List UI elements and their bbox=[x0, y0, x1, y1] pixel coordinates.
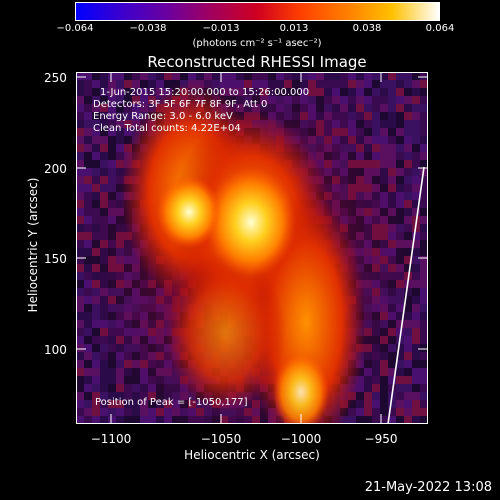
y-axis-label: Heliocentric Y (arcsec) bbox=[26, 177, 40, 313]
x-axis-label: Heliocentric X (arcsec) bbox=[184, 448, 320, 462]
x-tick-label: −1000 bbox=[280, 432, 322, 446]
y-tick-label: 150 bbox=[44, 252, 67, 266]
colorbar bbox=[75, 2, 440, 21]
peak-position-text: Position of Peak = [-1050,177] bbox=[95, 397, 248, 408]
y-tick-label: 200 bbox=[44, 162, 67, 176]
x-tick-label: −1050 bbox=[200, 432, 242, 446]
timestamp: 21-May-2022 13:08 bbox=[364, 480, 492, 495]
colorbar-tick: 0.038 bbox=[352, 23, 382, 34]
time-range-text: 1-Jun-2015 15:20:00.000 to 15:26:00.000 bbox=[100, 87, 310, 98]
solar-limb bbox=[387, 166, 425, 424]
colorbar-tick: 0.064 bbox=[425, 23, 455, 34]
colorbar-tick: −0.064 bbox=[56, 23, 94, 34]
energy-range-text: Energy Range: 3.0 - 6.0 keV bbox=[93, 111, 233, 122]
colorbar-tick: −0.038 bbox=[129, 23, 167, 34]
rhessi-image bbox=[76, 72, 428, 424]
image-title: Reconstructed RHESSI Image bbox=[147, 53, 367, 71]
y-tick-label: 250 bbox=[44, 71, 67, 85]
x-tick-label: −950 bbox=[364, 432, 398, 446]
detectors-text: Detectors: 3F 5F 6F 7F 8F 9F, Att 0 bbox=[93, 99, 268, 110]
colorbar-tick: 0.013 bbox=[279, 23, 309, 34]
colorbar-tick: −0.013 bbox=[202, 23, 240, 34]
colorbar-unit: (photons cm⁻² s⁻¹ asec⁻²) bbox=[192, 38, 322, 49]
clean-counts-text: Clean Total counts: 4.22E+04 bbox=[93, 123, 241, 134]
x-tick-label: −1100 bbox=[90, 432, 132, 446]
y-tick-label: 100 bbox=[44, 343, 67, 357]
